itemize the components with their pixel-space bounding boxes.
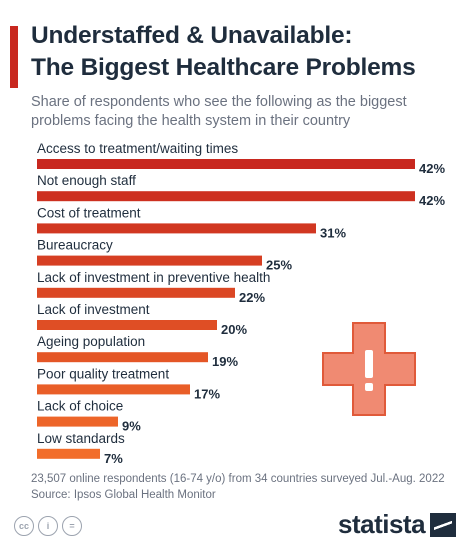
statista-logo-icon bbox=[430, 512, 457, 537]
bar bbox=[37, 287, 235, 298]
survey-note: 23,507 online respondents (16-74 y/o) fr… bbox=[31, 473, 445, 485]
value-label: 7% bbox=[104, 451, 123, 465]
bar bbox=[37, 320, 217, 330]
category-label: Bureaucracy bbox=[37, 238, 113, 253]
category-label: Lack of investment bbox=[37, 302, 150, 317]
value-label: 22% bbox=[239, 290, 265, 305]
category-label: Cost of treatment bbox=[37, 205, 141, 220]
bar bbox=[37, 223, 316, 234]
bar bbox=[37, 255, 262, 266]
title-accent-bar bbox=[10, 26, 18, 88]
value-label: 9% bbox=[122, 419, 141, 434]
bar bbox=[37, 384, 190, 395]
value-label: 42% bbox=[419, 161, 445, 176]
bar bbox=[37, 352, 208, 363]
category-label: Poor quality treatment bbox=[37, 366, 169, 381]
category-label: Lack of choice bbox=[37, 399, 123, 414]
statista-logo[interactable]: statista bbox=[338, 509, 457, 540]
medical-cross-icon bbox=[322, 322, 416, 416]
chart-title-line-1: Understaffed & Unavailable: bbox=[31, 22, 353, 49]
by-icon[interactable]: i bbox=[38, 516, 58, 536]
category-label: Lack of investment in preventive health bbox=[37, 270, 270, 285]
cc-icon[interactable]: cc bbox=[14, 516, 34, 536]
value-label: 42% bbox=[419, 193, 445, 208]
statista-logo-text: statista bbox=[338, 509, 426, 539]
category-label: Ageing population bbox=[37, 334, 145, 349]
category-label: Not enough staff bbox=[37, 173, 136, 188]
value-label: 31% bbox=[320, 225, 346, 240]
chart-subtitle-line-1: Share of respondents who see the followi… bbox=[31, 94, 407, 110]
license-icons: cc i = bbox=[14, 516, 82, 536]
chart-title: Understaffed & Unavailable: The Biggest … bbox=[31, 20, 467, 84]
value-label: 17% bbox=[194, 386, 220, 401]
value-label: 19% bbox=[212, 354, 238, 369]
category-label: Access to treatment/waiting times bbox=[37, 141, 238, 156]
value-label: 20% bbox=[221, 322, 247, 337]
source-note: Source: Ipsos Global Health Monitor bbox=[31, 489, 216, 501]
bar bbox=[37, 159, 415, 169]
bar bbox=[37, 416, 118, 427]
bar bbox=[37, 448, 100, 459]
footnote: 23,507 online respondents (16-74 y/o) fr… bbox=[31, 471, 471, 503]
bar bbox=[37, 191, 415, 202]
chart-subtitle-line-2: problems facing the health system in the… bbox=[31, 113, 351, 129]
value-label: 25% bbox=[266, 258, 292, 273]
chart-title-line-2: The Biggest Healthcare Problems bbox=[31, 54, 416, 81]
category-label: Low standards bbox=[37, 431, 125, 446]
nd-icon[interactable]: = bbox=[62, 516, 82, 536]
bar-chart: Access to treatment/waiting times 42% Not … bbox=[37, 141, 445, 465]
chart-subtitle: Share of respondents who see the followi… bbox=[31, 93, 471, 131]
